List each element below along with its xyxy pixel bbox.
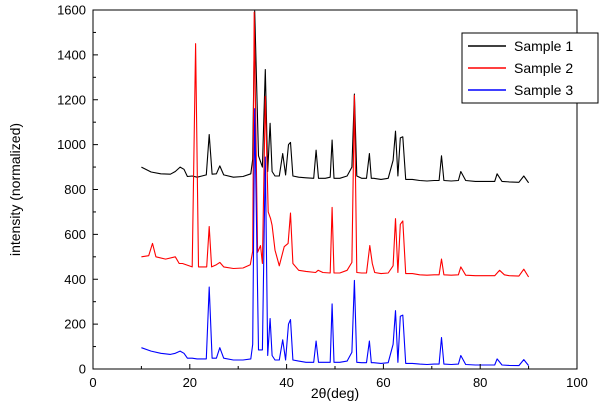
y-tick-label: 600 [64,227,86,242]
y-tick-label: 800 [64,182,86,197]
y-tick-label: 200 [64,317,86,332]
y-tick-label: 400 [64,272,86,287]
x-tick-label: 20 [183,375,197,390]
y-tick-label: 1200 [57,92,86,107]
legend-label: Sample 3 [514,82,573,98]
y-tick-label: 1000 [57,137,86,152]
legend-label: Sample 2 [514,60,573,76]
series-line-2 [141,11,530,278]
series-line-1 [141,10,530,184]
x-tick-label: 100 [566,375,588,390]
x-axis-title: 2θ(deg) [311,385,359,401]
y-tick-label: 1600 [57,3,86,18]
series-line-3 [141,108,530,367]
y-axis: 0 200 400 600 800 1000 1200 1400 1600 [57,3,98,377]
x-tick-label: 80 [473,375,487,390]
y-tick-label: 0 [79,362,86,377]
legend-box [461,32,599,104]
y-tick-label: 1400 [57,47,86,62]
x-tick-label: 40 [279,375,293,390]
x-tick-label: 60 [376,375,390,390]
legend: Sample 1 Sample 2 Sample 3 [461,32,599,104]
legend-label: Sample 1 [514,38,573,54]
y-axis-title: intensity (normalized) [7,123,23,256]
series-layer [141,10,530,367]
x-axis: 0 20 40 60 80 100 [89,364,588,390]
x-tick-label: 0 [89,375,96,390]
